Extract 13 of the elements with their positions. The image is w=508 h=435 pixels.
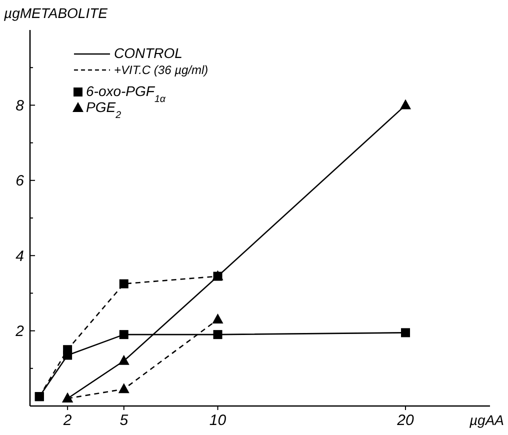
x-tick-label: 10 <box>209 412 227 429</box>
x-tick-label: 2 <box>62 412 72 429</box>
x-tick-label: 20 <box>396 412 415 429</box>
legend-label: PGE$_{2}$ <box>86 99 122 120</box>
y-tick-label: 8 <box>16 97 25 114</box>
x-tick-label: 5 <box>120 412 129 429</box>
y-axis-title: µgMETABOLITE <box>4 5 108 21</box>
y-tick-label: 2 <box>14 323 25 340</box>
annotation: +VIT.C (36 µg/ml) <box>114 63 208 77</box>
y-tick-label: 4 <box>16 248 24 265</box>
x-axis-title: µgAA <box>469 412 504 428</box>
y-tick-label: 6 <box>16 172 25 190</box>
annotation: CONTROL <box>114 45 182 61</box>
